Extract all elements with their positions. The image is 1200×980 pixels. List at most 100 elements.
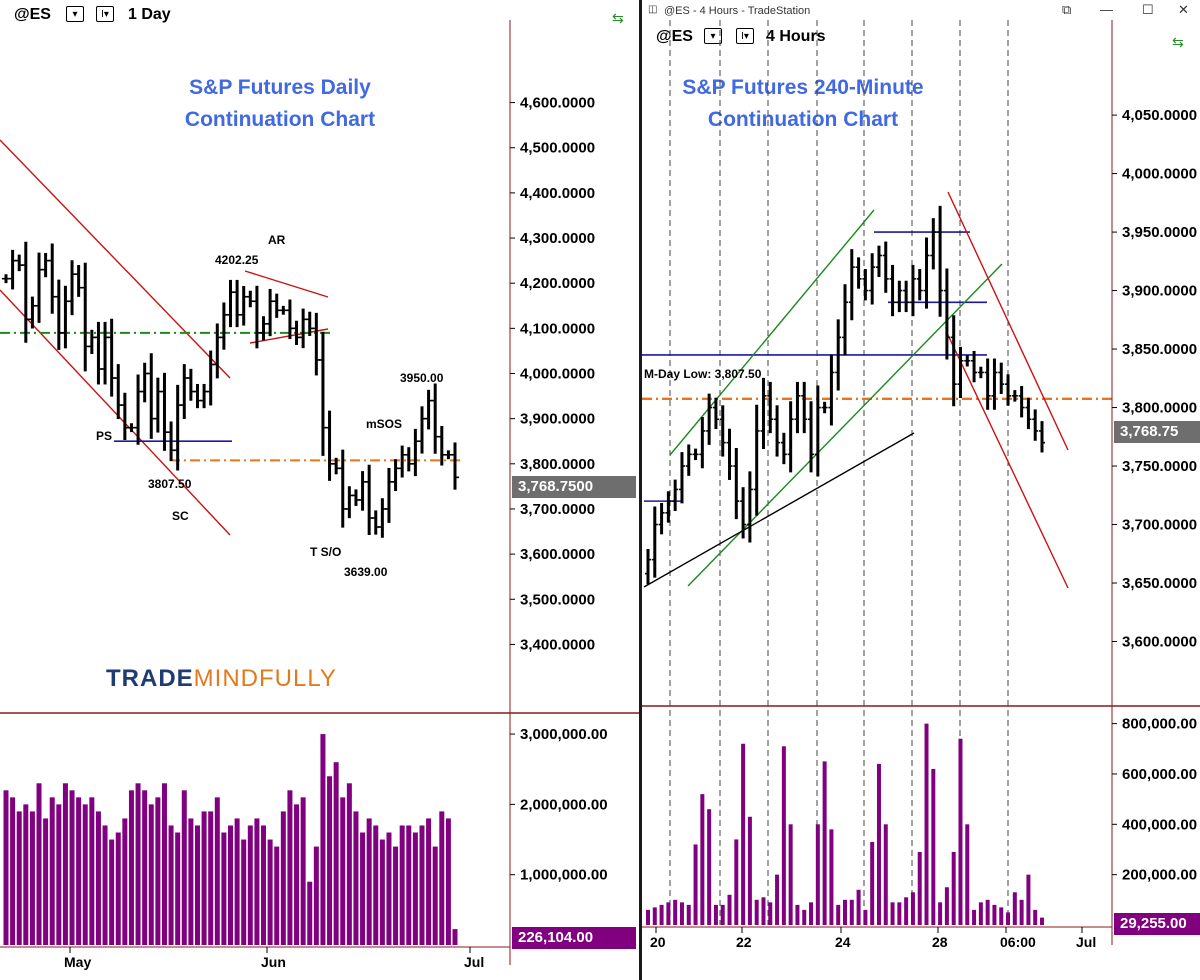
- volume-bar: [1040, 917, 1044, 925]
- volume-bar: [122, 818, 128, 945]
- volume-bar: [373, 825, 379, 945]
- volume-bar: [870, 841, 875, 925]
- volume-bar: [673, 899, 678, 925]
- volume-bar: [208, 811, 214, 945]
- volume-bar: [713, 904, 718, 925]
- volume-bar: [707, 809, 712, 925]
- volume-bar: [89, 797, 95, 945]
- volume-bar: [300, 797, 306, 945]
- volume-bar: [822, 761, 827, 925]
- volume-bar: [274, 846, 280, 945]
- interval-dropdown-icon[interactable]: I▾: [736, 28, 754, 44]
- maximize-icon[interactable]: ☐: [1142, 2, 1154, 17]
- volume-bar: [353, 811, 359, 945]
- y-tick-label: 3,750.0000: [1122, 458, 1197, 475]
- volume-bar: [992, 904, 997, 925]
- volume-tick-label: 600,000.00: [1122, 766, 1197, 783]
- volume-bar: [393, 846, 399, 945]
- volume-bar: [1012, 892, 1017, 925]
- pane-divider[interactable]: [639, 0, 642, 980]
- volume-bar: [23, 804, 29, 945]
- annotation-ar-price: 4202.25: [215, 253, 259, 267]
- chart-title-intraday: S&P Futures 240-Minute Continuation Char…: [642, 72, 964, 136]
- symbol-label[interactable]: @ES: [14, 6, 51, 23]
- close-icon[interactable]: ✕: [1178, 2, 1189, 17]
- volume-bar: [313, 846, 319, 945]
- volume-bar: [56, 804, 62, 945]
- volume-bar: [679, 902, 684, 925]
- volume-bar: [659, 904, 664, 925]
- symbol-dropdown-icon[interactable]: ▾: [66, 6, 84, 22]
- volume-bar: [29, 811, 35, 945]
- annotation-msos: mSOS: [366, 417, 402, 431]
- y-tick-label: 3,800.0000: [1122, 400, 1197, 417]
- window-titlebar[interactable]: ◫ @ES - 4 Hours - TradeStation ⧉ — ☐ ✕: [642, 0, 1200, 22]
- downtrend-upper-line: [947, 191, 1069, 451]
- volume-bar: [115, 832, 121, 945]
- x-tick-label: Jul: [1076, 934, 1096, 950]
- symbol-label[interactable]: @ES: [656, 28, 693, 45]
- daily-chart-pane[interactable]: @ES ▾ I▾ 1 Day ⇆ S&P Futures Daily Conti…: [0, 0, 639, 980]
- volume-bar: [1006, 912, 1011, 925]
- volume-bar: [366, 818, 372, 945]
- title-line-1: S&P Futures 240-Minute: [682, 76, 924, 99]
- volume-tick-label: 200,000.00: [1122, 867, 1197, 884]
- volume-bar: [49, 797, 55, 945]
- daily-chart-canvas[interactable]: 4,600.0000 4,500.0000 4,400.0000 4,300.0000…: [0, 0, 639, 980]
- volume-bar: [181, 790, 187, 945]
- volume-bar: [815, 824, 820, 925]
- volume-bar: [910, 892, 915, 925]
- volume-bar: [849, 899, 854, 925]
- x-tick-label: 24: [835, 934, 851, 950]
- y-tick-label: 3,500.0000: [520, 591, 595, 608]
- volume-bar: [287, 790, 293, 945]
- volume-bar: [795, 904, 800, 925]
- intraday-chart-pane[interactable]: ◫ @ES - 4 Hours - TradeStation ⧉ — ☐ ✕ @…: [642, 0, 1200, 980]
- x-tick-label: 28: [932, 934, 948, 950]
- arrows-icon[interactable]: ⇆: [612, 10, 624, 26]
- timeframe-label[interactable]: 1 Day: [128, 6, 171, 23]
- x-tick-label: May: [64, 954, 91, 970]
- volume-bar: [76, 797, 82, 945]
- x-tick-label: 06:00: [1000, 934, 1036, 950]
- symbol-dropdown-icon[interactable]: ▾: [704, 28, 722, 44]
- volume-bar: [254, 818, 260, 945]
- y-tick-label: 3,700.0000: [520, 501, 595, 518]
- volume-bar: [346, 783, 352, 945]
- intraday-chart-canvas[interactable]: 4,050.0000 4,000.0000 3,950.0000 3,900.0000…: [642, 0, 1200, 980]
- volume-bar: [168, 825, 174, 945]
- last-price-tag: 3,768.75: [1114, 421, 1200, 443]
- volume-bar: [917, 852, 922, 925]
- volume-tick-label: 400,000.00: [1122, 816, 1197, 833]
- volume-bar: [95, 811, 101, 945]
- y-tick-label: 3,900.0000: [1122, 283, 1197, 300]
- logo-part1: TRADE: [106, 665, 194, 692]
- arrows-icon[interactable]: ⇆: [1172, 34, 1184, 50]
- downtrend-lower-line: [946, 332, 1069, 589]
- volume-bar: [802, 909, 807, 925]
- volume-bar: [829, 829, 834, 925]
- volume-bar: [747, 816, 752, 925]
- annotation-tso-price: 3639.00: [344, 565, 388, 579]
- volume-bar: [379, 839, 385, 945]
- app-icon: ◫: [648, 4, 658, 15]
- y-tick-label: 4,200.0000: [520, 275, 595, 292]
- long-support-line: [643, 432, 915, 588]
- volume-bar: [261, 825, 267, 945]
- volume-tick-label: 2,000,000.00: [520, 796, 608, 813]
- volume-bar: [175, 832, 181, 945]
- volume-bar: [280, 811, 286, 945]
- volume-bar: [399, 825, 405, 945]
- volume-bar: [452, 929, 458, 945]
- popout-icon[interactable]: ⧉: [1062, 2, 1072, 17]
- volume-bar: [62, 783, 68, 945]
- uptrend-upper-line: [669, 209, 875, 456]
- minimize-icon[interactable]: —: [1100, 2, 1113, 17]
- y-tick-label: 4,000.0000: [1122, 166, 1197, 183]
- volume-bar: [686, 904, 691, 925]
- interval-dropdown-icon[interactable]: I▾: [96, 6, 114, 22]
- annotation-msos-price: 3950.00: [400, 371, 444, 385]
- timeframe-label[interactable]: 4 Hours: [766, 28, 826, 45]
- annotation-sc: SC: [172, 509, 189, 523]
- logo-part2: MINDFULLY: [193, 665, 337, 692]
